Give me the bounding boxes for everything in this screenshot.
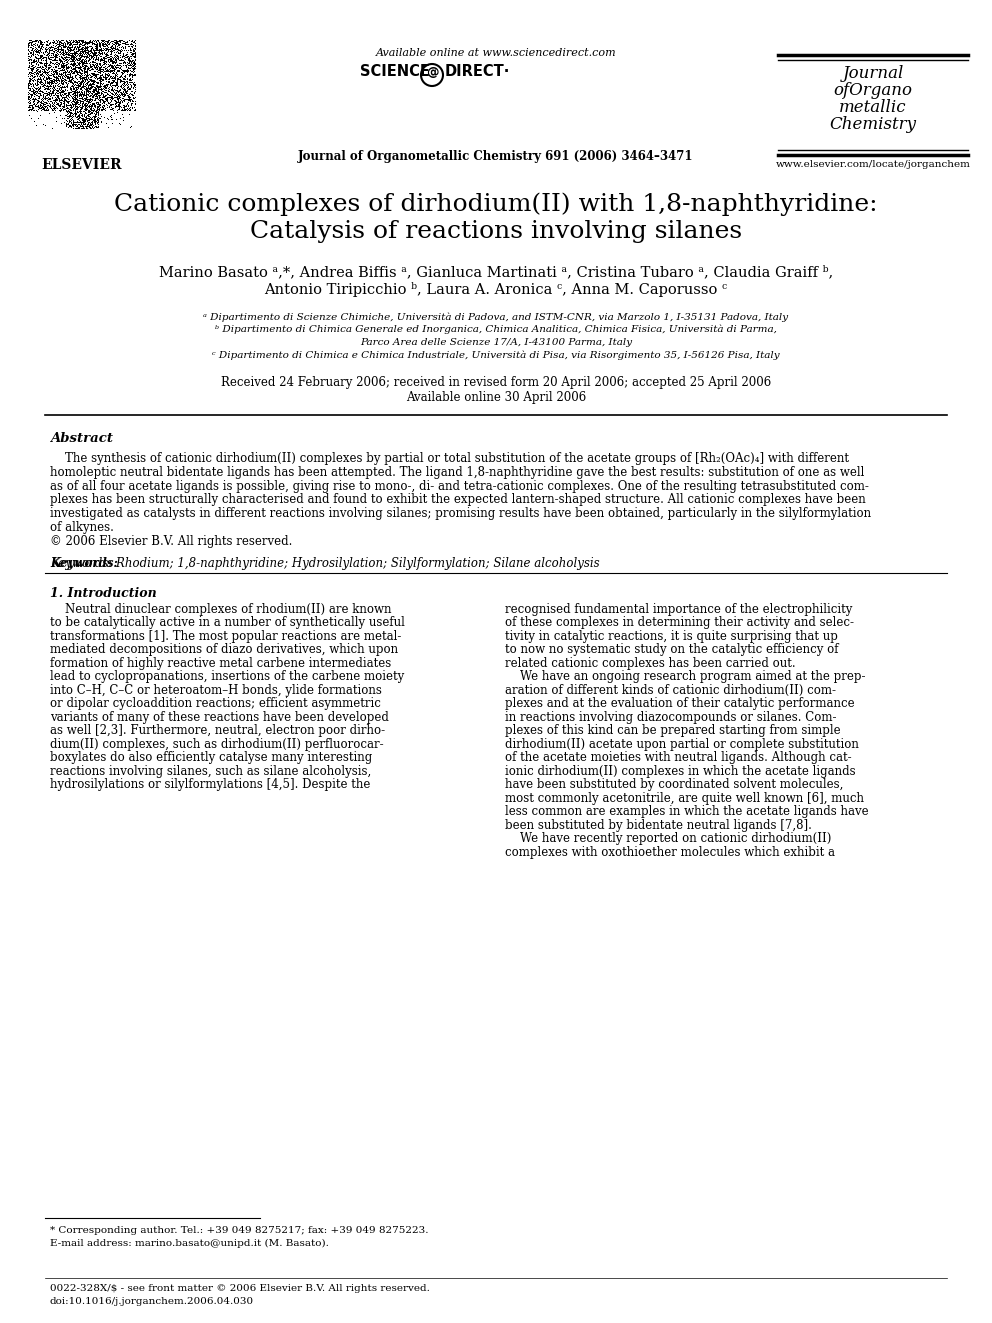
Text: Abstract: Abstract (50, 433, 113, 445)
Text: The synthesis of cationic dirhodium(II) complexes by partial or total substituti: The synthesis of cationic dirhodium(II) … (50, 452, 849, 464)
Text: ᶜ Dipartimento di Chimica e Chimica Industriale, Università di Pisa, via Risorgi: ᶜ Dipartimento di Chimica e Chimica Indu… (212, 351, 780, 360)
Text: of the acetate moieties with neutral ligands. Although cat-: of the acetate moieties with neutral lig… (505, 751, 851, 765)
Text: have been substituted by coordinated solvent molecules,: have been substituted by coordinated sol… (505, 778, 843, 791)
Text: We have an ongoing research program aimed at the prep-: We have an ongoing research program aime… (505, 671, 865, 683)
Text: © 2006 Elsevier B.V. All rights reserved.: © 2006 Elsevier B.V. All rights reserved… (50, 534, 293, 548)
Text: Parco Area delle Scienze 17/A, I-43100 Parma, Italy: Parco Area delle Scienze 17/A, I-43100 P… (360, 337, 632, 347)
Text: as well [2,3]. Furthermore, neutral, electron poor dirho-: as well [2,3]. Furthermore, neutral, ele… (50, 724, 385, 737)
Text: metallic: metallic (839, 99, 907, 116)
Text: most commonly acetonitrile, are quite well known [6], much: most commonly acetonitrile, are quite we… (505, 791, 864, 804)
Text: transformations [1]. The most popular reactions are metal-: transformations [1]. The most popular re… (50, 630, 402, 643)
Text: Journal: Journal (842, 65, 904, 82)
Text: We have recently reported on cationic dirhodium(II): We have recently reported on cationic di… (505, 832, 831, 845)
Text: to be catalytically active in a number of synthetically useful: to be catalytically active in a number o… (50, 617, 405, 630)
Text: into C–H, C–C or heteroatom–H bonds, ylide formations: into C–H, C–C or heteroatom–H bonds, yli… (50, 684, 382, 697)
Text: Antonio Tiripicchio ᵇ, Laura A. Aronica ᶜ, Anna M. Caporusso ᶜ: Antonio Tiripicchio ᵇ, Laura A. Aronica … (265, 282, 727, 296)
Text: ofOrgano: ofOrgano (833, 82, 913, 99)
Text: Available online at www.sciencedirect.com: Available online at www.sciencedirect.co… (376, 48, 616, 58)
Text: hydrosilylations or silylformylations [4,5]. Despite the: hydrosilylations or silylformylations [4… (50, 778, 370, 791)
Text: Catalysis of reactions involving silanes: Catalysis of reactions involving silanes (250, 220, 742, 243)
Text: plexes of this kind can be prepared starting from simple: plexes of this kind can be prepared star… (505, 724, 840, 737)
Text: complexes with oxothioether molecules which exhibit a: complexes with oxothioether molecules wh… (505, 845, 835, 859)
Text: investigated as catalysts in different reactions involving silanes; promising re: investigated as catalysts in different r… (50, 507, 871, 520)
Text: Cationic complexes of dirhodium(II) with 1,8-naphthyridine:: Cationic complexes of dirhodium(II) with… (114, 192, 878, 216)
Text: ᵃ Dipartimento di Scienze Chimiche, Università di Padova, and ISTM-CNR, via Marz: ᵃ Dipartimento di Scienze Chimiche, Univ… (203, 312, 789, 321)
Text: dium(II) complexes, such as dirhodium(II) perfluorocar-: dium(II) complexes, such as dirhodium(II… (50, 738, 384, 750)
Text: less common are examples in which the acetate ligands have: less common are examples in which the ac… (505, 806, 869, 818)
Text: variants of many of these reactions have been developed: variants of many of these reactions have… (50, 710, 389, 724)
Text: SCIENCE: SCIENCE (360, 65, 430, 79)
Text: E-mail address: marino.basato@unipd.it (M. Basato).: E-mail address: marino.basato@unipd.it (… (50, 1240, 329, 1248)
Text: mediated decompositions of diazo derivatives, which upon: mediated decompositions of diazo derivat… (50, 643, 398, 656)
Text: reactions involving silanes, such as silane alcoholysis,: reactions involving silanes, such as sil… (50, 765, 371, 778)
Text: plexes has been structurally characterised and found to exhibit the expected lan: plexes has been structurally characteris… (50, 493, 866, 507)
Text: www.elsevier.com/locate/jorganchem: www.elsevier.com/locate/jorganchem (776, 160, 970, 169)
Text: DIRECT·: DIRECT· (445, 65, 510, 79)
Text: 1. Introduction: 1. Introduction (50, 586, 157, 599)
Text: been substituted by bidentate neutral ligands [7,8].: been substituted by bidentate neutral li… (505, 819, 811, 832)
Text: of these complexes in determining their activity and selec-: of these complexes in determining their … (505, 617, 854, 630)
Text: Keywords: Rhodium; 1,8-naphthyridine; Hydrosilylation; Silylformylation; Silane : Keywords: Rhodium; 1,8-naphthyridine; Hy… (50, 557, 599, 570)
Text: doi:10.1016/j.jorganchem.2006.04.030: doi:10.1016/j.jorganchem.2006.04.030 (50, 1297, 254, 1306)
Text: formation of highly reactive metal carbene intermediates: formation of highly reactive metal carbe… (50, 656, 391, 669)
Text: tivity in catalytic reactions, it is quite surprising that up: tivity in catalytic reactions, it is qui… (505, 630, 838, 643)
Text: homoleptic neutral bidentate ligands has been attempted. The ligand 1,8-naphthyr: homoleptic neutral bidentate ligands has… (50, 466, 864, 479)
Text: related cationic complexes has been carried out.: related cationic complexes has been carr… (505, 656, 796, 669)
Text: ᵇ Dipartimento di Chimica Generale ed Inorganica, Chimica Analitica, Chimica Fis: ᵇ Dipartimento di Chimica Generale ed In… (215, 325, 777, 335)
Text: plexes and at the evaluation of their catalytic performance: plexes and at the evaluation of their ca… (505, 697, 855, 710)
Text: Marino Basato ᵃ,*, Andrea Biffis ᵃ, Gianluca Martinati ᵃ, Cristina Tubaro ᵃ, Cla: Marino Basato ᵃ,*, Andrea Biffis ᵃ, Gian… (159, 265, 833, 279)
Text: @: @ (426, 66, 438, 78)
Text: or dipolar cycloaddition reactions; efficient asymmetric: or dipolar cycloaddition reactions; effi… (50, 697, 381, 710)
Text: recognised fundamental importance of the electrophilicity: recognised fundamental importance of the… (505, 602, 852, 615)
Text: dirhodium(II) acetate upon partial or complete substitution: dirhodium(II) acetate upon partial or co… (505, 738, 859, 750)
Text: 0022-328X/$ - see front matter © 2006 Elsevier B.V. All rights reserved.: 0022-328X/$ - see front matter © 2006 El… (50, 1285, 430, 1293)
Text: Keywords:: Keywords: (50, 557, 118, 570)
Text: aration of different kinds of cationic dirhodium(II) com-: aration of different kinds of cationic d… (505, 684, 836, 697)
Text: to now no systematic study on the catalytic efficiency of: to now no systematic study on the cataly… (505, 643, 838, 656)
Text: of alkynes.: of alkynes. (50, 521, 114, 534)
Text: as of all four acetate ligands is possible, giving rise to mono-, di- and tetra-: as of all four acetate ligands is possib… (50, 480, 869, 492)
Text: Received 24 February 2006; received in revised form 20 April 2006; accepted 25 A: Received 24 February 2006; received in r… (221, 376, 771, 389)
Text: ELSEVIER: ELSEVIER (42, 157, 122, 172)
Text: Available online 30 April 2006: Available online 30 April 2006 (406, 392, 586, 404)
Text: boxylates do also efficiently catalyse many interesting: boxylates do also efficiently catalyse m… (50, 751, 372, 765)
Text: ionic dirhodium(II) complexes in which the acetate ligands: ionic dirhodium(II) complexes in which t… (505, 765, 856, 778)
Text: lead to cyclopropanations, insertions of the carbene moiety: lead to cyclopropanations, insertions of… (50, 671, 405, 683)
Text: Neutral dinuclear complexes of rhodium(II) are known: Neutral dinuclear complexes of rhodium(I… (50, 602, 392, 615)
Text: Journal of Organometallic Chemistry 691 (2006) 3464–3471: Journal of Organometallic Chemistry 691 … (299, 149, 693, 163)
Text: * Corresponding author. Tel.: +39 049 8275217; fax: +39 049 8275223.: * Corresponding author. Tel.: +39 049 82… (50, 1226, 429, 1234)
Text: in reactions involving diazocompounds or silanes. Com-: in reactions involving diazocompounds or… (505, 710, 836, 724)
Text: Chemistry: Chemistry (829, 116, 917, 134)
